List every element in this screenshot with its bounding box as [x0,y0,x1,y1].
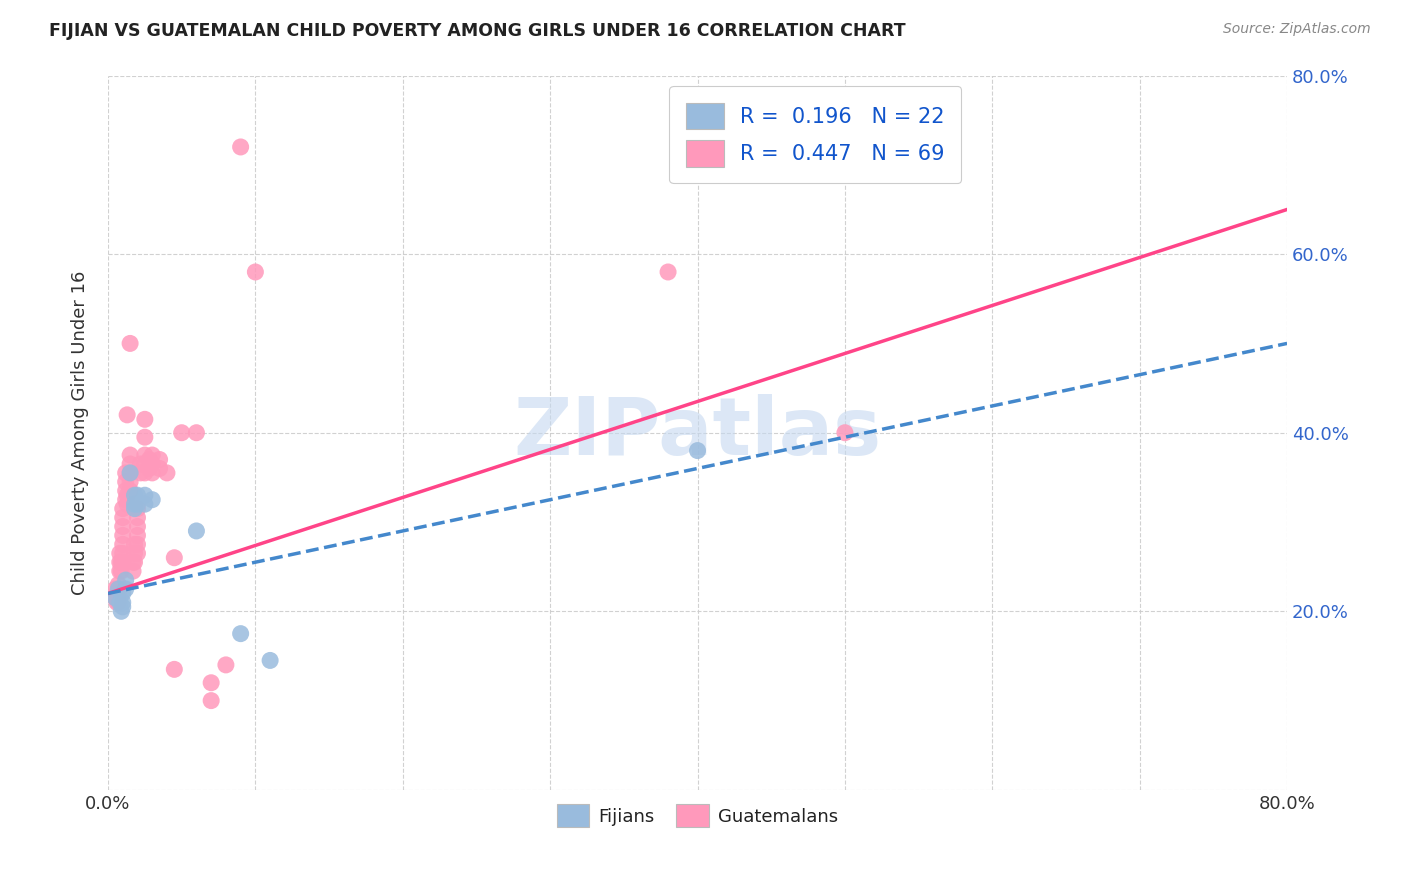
Point [104,591,127,605]
Point [134,497,156,511]
Point [108,595,131,609]
Point [107,582,129,596]
Point [141,457,163,471]
Point [134,466,156,480]
Point [111,586,134,600]
Point [245,265,267,279]
Point [120,457,142,471]
Point [108,564,131,578]
Point [111,595,134,609]
Point [114,582,136,596]
Point [127,497,149,511]
Point [111,510,134,524]
Point [105,595,128,609]
Point [141,448,163,462]
Point [657,265,679,279]
Point [186,425,208,440]
Point [111,528,134,542]
Point [124,537,146,551]
Point [138,461,160,475]
Point [120,466,142,480]
Point [129,457,152,471]
Point [686,443,709,458]
Point [114,483,136,498]
Point [141,466,163,480]
Point [104,582,127,596]
Point [127,501,149,516]
Y-axis label: Child Poverty Among Girls Under 16: Child Poverty Among Girls Under 16 [72,270,89,595]
Point [215,657,238,672]
Point [127,519,149,533]
Point [259,653,281,667]
Point [105,586,128,600]
Point [134,448,156,462]
Point [108,555,131,569]
Point [163,550,186,565]
Point [114,573,136,587]
Point [200,675,222,690]
Point [134,412,156,426]
Point [111,546,134,560]
Point [141,492,163,507]
Point [134,430,156,444]
Point [120,466,142,480]
Point [114,475,136,489]
Point [114,492,136,507]
Point [110,604,132,618]
Point [127,546,149,560]
Point [110,555,132,569]
Point [834,425,856,440]
Point [114,466,136,480]
Point [120,336,142,351]
Point [124,555,146,569]
Text: ZIPatlas: ZIPatlas [513,393,882,472]
Point [104,591,127,605]
Point [111,519,134,533]
Point [115,497,138,511]
Point [127,510,149,524]
Point [229,626,252,640]
Point [122,564,145,578]
Legend: Fijians, Guatemalans: Fijians, Guatemalans [550,797,845,835]
Point [170,425,193,440]
Point [108,546,131,560]
Point [134,488,156,502]
Point [124,488,146,502]
Point [138,452,160,467]
Point [107,577,129,591]
Point [200,693,222,707]
Point [127,528,149,542]
Point [186,524,208,538]
Point [156,466,179,480]
Point [107,595,129,609]
Point [110,564,132,578]
Point [120,483,142,498]
Point [229,140,252,154]
Text: Source: ZipAtlas.com: Source: ZipAtlas.com [1223,22,1371,37]
Text: FIJIAN VS GUATEMALAN CHILD POVERTY AMONG GIRLS UNDER 16 CORRELATION CHART: FIJIAN VS GUATEMALAN CHILD POVERTY AMONG… [49,22,905,40]
Point [129,466,152,480]
Point [120,448,142,462]
Point [111,501,134,516]
Point [111,537,134,551]
Point [115,488,138,502]
Point [111,555,134,569]
Point [163,662,186,676]
Point [148,461,170,475]
Point [122,555,145,569]
Point [127,488,149,502]
Point [120,475,142,489]
Point [127,537,149,551]
Point [107,586,129,600]
Point [148,452,170,467]
Point [115,408,138,422]
Point [134,457,156,471]
Point [111,599,134,614]
Point [124,501,146,516]
Point [124,497,146,511]
Point [124,546,146,560]
